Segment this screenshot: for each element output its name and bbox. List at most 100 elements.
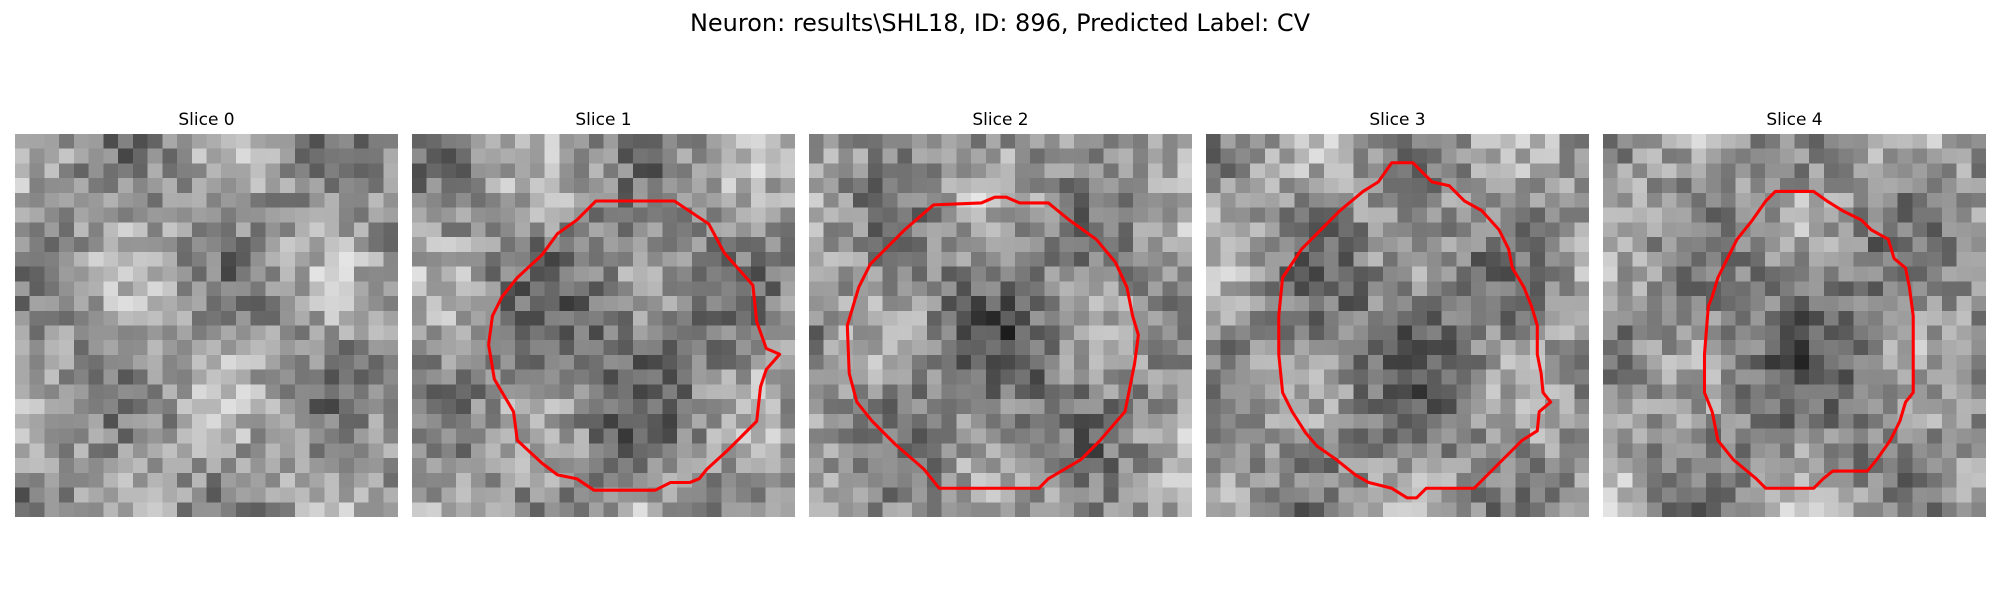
image-pixel	[1471, 237, 1487, 253]
image-pixel	[280, 340, 296, 356]
image-pixel	[1397, 340, 1413, 356]
image-pixel	[324, 148, 340, 164]
image-pixel	[1647, 237, 1663, 253]
image-pixel	[1250, 428, 1266, 444]
image-pixel	[1544, 384, 1560, 400]
image-pixel	[529, 134, 545, 149]
image-pixel	[1441, 134, 1457, 149]
image-pixel	[1177, 428, 1192, 444]
image-pixel	[1074, 325, 1090, 341]
image-pixel	[118, 340, 134, 356]
image-pixel	[1632, 281, 1648, 297]
image-pixel	[368, 163, 384, 179]
image-pixel	[1059, 354, 1075, 370]
image-pixel	[1809, 237, 1825, 253]
image-pixel	[1676, 192, 1692, 208]
image-pixel	[1177, 148, 1192, 164]
image-pixel	[882, 207, 898, 223]
image-pixel	[971, 148, 986, 164]
image-pixel	[1162, 428, 1178, 444]
image-pixel	[221, 502, 237, 517]
image-pixel	[265, 413, 281, 429]
image-pixel	[294, 251, 310, 267]
image-pixel	[1426, 428, 1442, 444]
image-pixel	[309, 266, 325, 282]
image-pixel	[250, 325, 266, 341]
image-pixel	[1691, 325, 1707, 341]
image-pixel	[691, 443, 707, 459]
image-pixel	[1235, 296, 1251, 311]
image-pixel	[177, 266, 192, 282]
image-pixel	[206, 281, 222, 297]
image-pixel	[647, 369, 663, 385]
image-pixel	[1177, 310, 1192, 326]
image-pixel	[897, 178, 913, 194]
image-pixel	[1309, 207, 1325, 223]
image-pixel	[132, 310, 148, 326]
image-pixel	[867, 281, 883, 297]
image-pixel	[44, 178, 60, 194]
image-pixel	[426, 237, 442, 253]
image-pixel	[1426, 384, 1442, 400]
image-pixel	[1441, 266, 1457, 282]
image-pixel	[529, 487, 545, 503]
image-pixel	[1162, 266, 1178, 282]
image-pixel	[985, 399, 1001, 415]
image-pixel	[1015, 369, 1031, 385]
image-pixel	[1750, 487, 1766, 503]
image-pixel	[1632, 325, 1648, 341]
image-pixel	[867, 296, 883, 311]
image-pixel	[353, 266, 369, 282]
image-pixel	[485, 266, 501, 282]
image-pixel	[1059, 251, 1075, 267]
image-pixel	[294, 296, 310, 311]
image-pixel	[59, 163, 75, 179]
image-pixel	[1323, 340, 1339, 356]
image-pixel	[147, 178, 163, 194]
image-pixel	[971, 134, 986, 149]
image-pixel	[926, 207, 942, 223]
image-pixel	[1279, 428, 1295, 444]
image-pixel	[985, 310, 1001, 326]
image-pixel	[1471, 502, 1487, 517]
slice-image	[1206, 134, 1589, 517]
image-pixel	[1661, 310, 1677, 326]
image-pixel	[1720, 148, 1736, 164]
image-pixel	[588, 222, 604, 238]
image-pixel	[265, 340, 281, 356]
image-pixel	[206, 237, 222, 253]
image-pixel	[1530, 281, 1545, 297]
image-pixel	[1530, 148, 1545, 164]
image-pixel	[574, 458, 589, 473]
image-pixel	[1177, 354, 1192, 370]
image-pixel	[1029, 428, 1045, 444]
image-pixel	[853, 487, 869, 503]
image-pixel	[470, 310, 486, 326]
image-pixel	[309, 325, 325, 341]
image-pixel	[1294, 369, 1310, 385]
image-pixel	[147, 281, 163, 297]
image-pixel	[103, 472, 119, 488]
image-pixel	[368, 296, 384, 311]
image-pixel	[721, 192, 737, 208]
image-pixel	[1118, 502, 1134, 517]
image-pixel	[736, 222, 751, 238]
image-pixel	[1617, 399, 1633, 415]
image-pixel	[588, 384, 604, 400]
image-pixel	[1397, 266, 1413, 282]
image-pixel	[1044, 487, 1060, 503]
image-pixel	[941, 443, 957, 459]
image-pixel	[736, 340, 751, 356]
image-pixel	[1515, 443, 1531, 459]
image-pixel	[29, 472, 45, 488]
image-pixel	[1515, 399, 1531, 415]
image-pixel	[132, 487, 148, 503]
image-pixel	[1382, 163, 1398, 179]
image-pixel	[1574, 192, 1589, 208]
image-pixel	[559, 192, 575, 208]
image-pixel	[1456, 325, 1472, 341]
image-pixel	[897, 148, 913, 164]
image-pixel	[1206, 296, 1221, 311]
image-pixel	[1368, 310, 1383, 326]
image-pixel	[853, 207, 869, 223]
